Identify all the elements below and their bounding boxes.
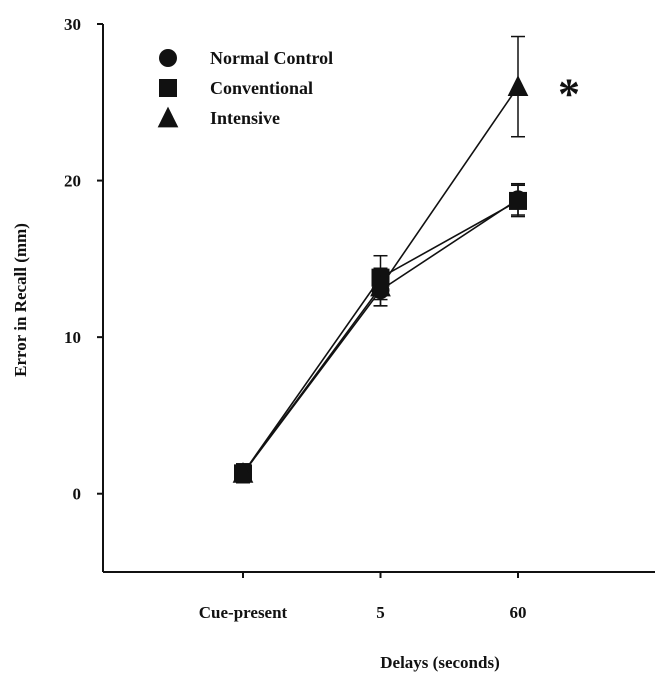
y-tick-label: 20 bbox=[64, 172, 81, 191]
y-tick-label: 10 bbox=[64, 328, 81, 347]
data-point-intensive bbox=[507, 75, 529, 96]
legend-label-intensive: Intensive bbox=[210, 108, 280, 128]
axes bbox=[97, 23, 655, 578]
legend: Normal Control Conventional Intensive bbox=[157, 48, 333, 128]
data-point-intensive bbox=[232, 462, 254, 483]
x-tick-label: 60 bbox=[510, 603, 527, 622]
legend-label-conventional: Conventional bbox=[210, 78, 313, 98]
data-point-intensive bbox=[370, 275, 391, 297]
legend-marker-conventional bbox=[159, 79, 177, 97]
legend-label-normal-control: Normal Control bbox=[210, 48, 333, 68]
annotations: * bbox=[558, 70, 580, 119]
error-bars bbox=[236, 35, 525, 484]
series-line-normal-control bbox=[242, 198, 519, 474]
x-tick-label: Cue-present bbox=[199, 603, 288, 622]
tick-labels: 0 10 20 30 Cue-present 5 60 bbox=[64, 15, 527, 622]
legend-marker-intensive bbox=[157, 106, 179, 128]
y-tick-label: 0 bbox=[73, 485, 82, 504]
y-tick-label: 30 bbox=[64, 15, 81, 34]
series-line-conventional bbox=[242, 200, 519, 474]
data-point-conventional bbox=[509, 191, 527, 210]
data-markers bbox=[232, 75, 529, 483]
x-axis-title: Delays (seconds) bbox=[380, 653, 499, 672]
x-tick-label: 5 bbox=[376, 603, 385, 622]
legend-marker-normal-control bbox=[159, 49, 177, 67]
y-axis-title: Error in Recall (mm) bbox=[11, 223, 30, 377]
significance-annotation: * bbox=[558, 70, 580, 119]
